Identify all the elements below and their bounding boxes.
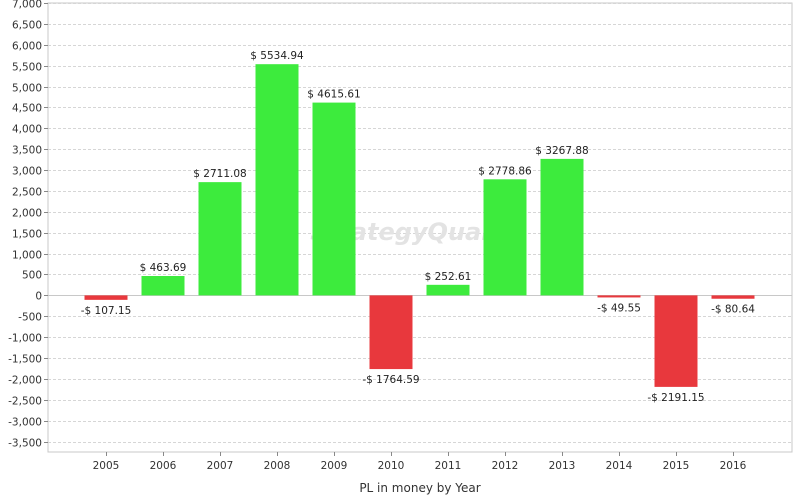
y-tick-label: 5,000 [12,83,42,95]
bar-2011 [426,284,470,296]
y-tick-label: 0 [35,291,42,303]
bar-2008 [255,64,299,296]
bar-2005 [84,295,128,300]
y-tick-label: 7,000 [12,0,42,11]
x-tick-label: 2005 [93,460,120,472]
data-label: -$ 107.15 [81,305,132,317]
grid-lines [47,2,793,453]
x-tick-label: 2008 [264,460,291,472]
y-tick-label: -1,500 [8,354,42,366]
bar-2010 [369,295,413,370]
bar-2014 [597,295,641,298]
axes: 7,000 6,500 6,000 5,500 5,000 4,500 4,000 3,500… [8,0,747,472]
y-tick-label: -1,000 [8,333,42,345]
bar-2015 [654,295,698,387]
y-tick-label: -500 [18,312,42,324]
y-tick-label: 3,000 [12,166,42,178]
x-tick-label: 2015 [663,460,690,472]
data-label: -$ 2191.15 [647,392,704,404]
x-tick-label: 2014 [606,460,633,472]
x-tick-label: 2006 [150,460,177,472]
data-labels: -$ 107.15 $ 463.69 $ 2711.08 $ 5534.94 $ 461… [81,50,756,404]
y-tick-label: 1,000 [12,250,42,262]
bar-2007 [198,182,242,296]
x-tick-label: 2007 [207,460,234,472]
y-tick-label: 2,000 [12,208,42,220]
y-tick-label: 500 [22,270,42,282]
data-label: $ 463.69 [140,262,187,274]
y-tick-label: -2,000 [8,375,42,387]
data-label: $ 2711.08 [193,168,246,180]
bars [84,64,755,387]
x-tick-label: 2016 [720,460,747,472]
x-tick-label: 2009 [321,460,348,472]
y-tick-label: -3,500 [8,438,42,450]
y-tick-label: 1,500 [12,229,42,241]
data-label: -$ 1764.59 [362,374,419,386]
data-label: $ 252.61 [425,271,472,283]
data-label: $ 3267.88 [535,145,588,157]
bar-2006 [141,276,185,296]
bar-2009 [312,102,356,296]
data-label: $ 4615.61 [307,89,360,101]
data-label: -$ 49.55 [597,302,641,314]
data-label: $ 5534.94 [250,50,304,62]
y-tick-label: 6,000 [12,41,42,53]
bar-2013 [540,158,584,296]
y-tick-label: -2,500 [8,396,42,408]
y-tick-label: 5,500 [12,62,42,74]
x-tick-label: 2013 [549,460,576,472]
bar-2012 [483,179,527,296]
bar-2016 [711,295,755,299]
x-tick-label: 2010 [378,460,405,472]
data-label: -$ 80.64 [711,304,755,316]
y-tick-label: 4,000 [12,124,42,136]
data-label: $ 2778.86 [478,165,532,177]
x-axis-title: PL in money by Year [359,481,480,495]
x-tick-label: 2011 [435,460,462,472]
x-tick-label: 2012 [492,460,519,472]
y-tick-label: -3,000 [8,417,42,429]
y-tick-label: 2,500 [12,187,42,199]
y-tick-label: 3,500 [12,145,42,157]
y-tick-label: 6,500 [12,20,42,32]
y-tick-label: 4,500 [12,103,42,115]
